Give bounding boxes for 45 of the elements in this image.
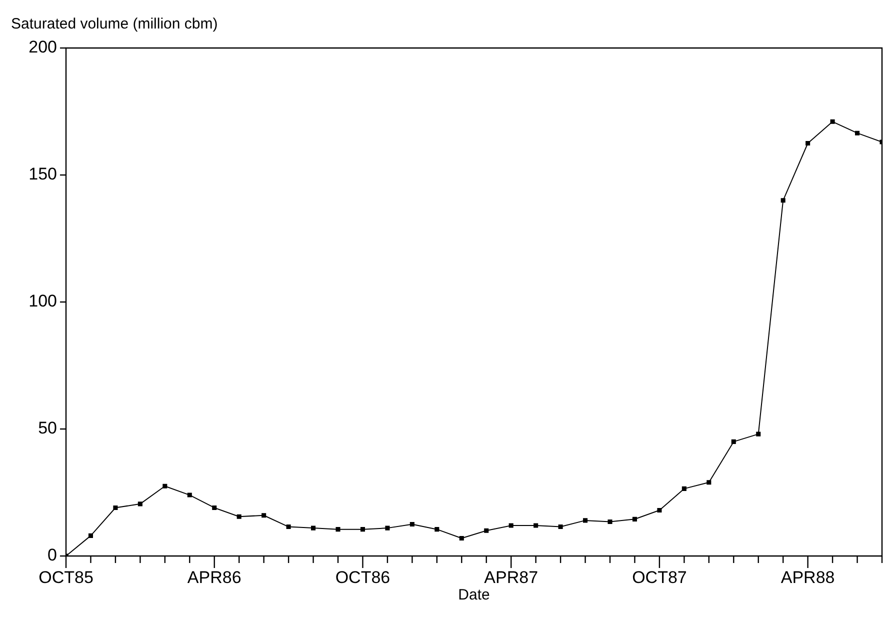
point — [212, 505, 217, 510]
point — [731, 439, 736, 444]
point — [187, 492, 192, 498]
point — [236, 514, 242, 519]
point — [484, 528, 489, 533]
point — [830, 119, 835, 124]
x-tick-label: APR86 — [187, 568, 242, 588]
point — [311, 526, 316, 530]
point — [336, 527, 340, 532]
x-tick-label: OCT86 — [335, 568, 390, 588]
point — [534, 523, 538, 528]
y-axis-title: Saturated volume (million cbm) — [11, 16, 218, 33]
point — [558, 524, 563, 530]
point — [756, 432, 761, 436]
point — [682, 486, 686, 491]
point — [459, 536, 464, 540]
point — [806, 140, 810, 146]
point — [657, 508, 662, 513]
point — [262, 513, 266, 518]
point — [162, 484, 168, 488]
point — [706, 480, 712, 485]
point — [855, 130, 860, 136]
point — [286, 524, 291, 530]
point — [780, 198, 786, 203]
y-tick-label: 50 — [38, 418, 57, 438]
point — [385, 526, 390, 530]
y-tick-label: 100 — [28, 292, 57, 311]
x-tick-label: APR87 — [484, 568, 538, 588]
y-tick-label: 0 — [48, 546, 57, 565]
point — [410, 522, 414, 527]
point — [113, 505, 118, 510]
point — [360, 527, 365, 532]
point — [88, 533, 93, 538]
point — [632, 516, 637, 522]
x-axis-title: Date — [458, 586, 490, 604]
x-tick-label: APR88 — [780, 568, 835, 588]
x-tick-label: OCT87 — [632, 568, 687, 588]
point — [434, 527, 440, 532]
y-tick-label: 200 — [28, 38, 57, 57]
point — [608, 519, 612, 524]
y-tick-label: 150 — [28, 164, 57, 184]
x-tick-label: OCT85 — [38, 568, 94, 588]
point — [138, 502, 142, 506]
point — [583, 518, 588, 523]
point — [508, 523, 514, 528]
